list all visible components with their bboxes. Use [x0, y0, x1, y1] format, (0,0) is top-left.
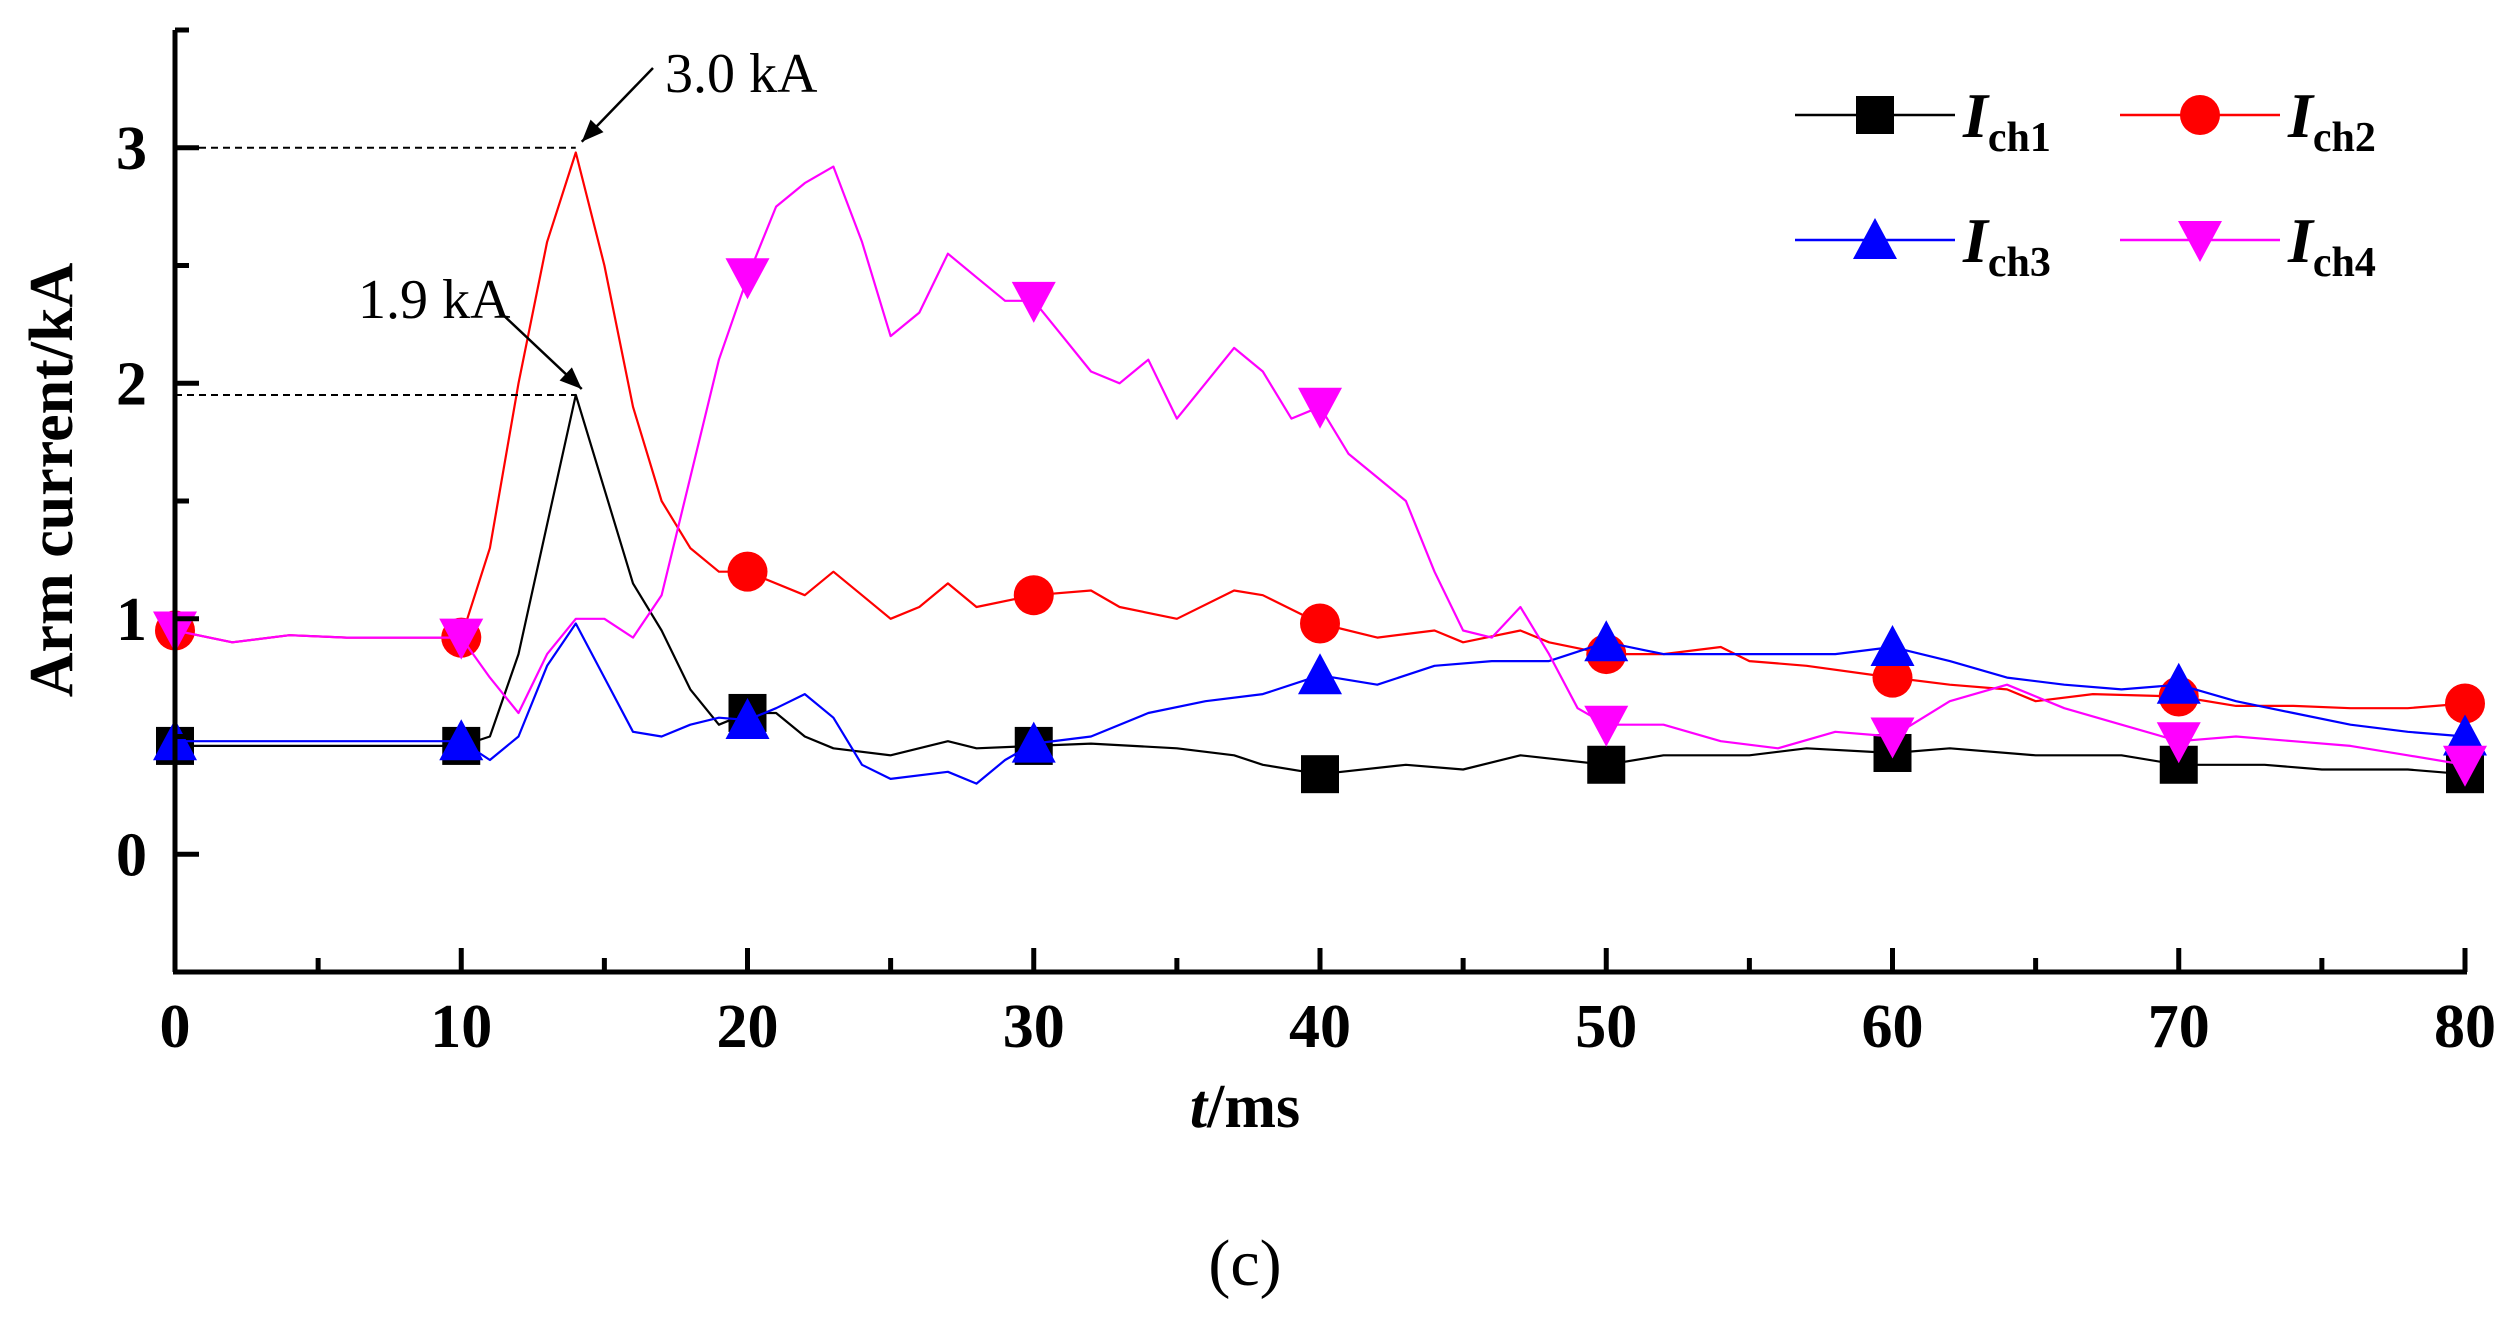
- x-tick-label: 10: [430, 993, 492, 1061]
- y-tick-label: 2: [116, 350, 147, 418]
- marker-Ich4: [1870, 717, 1915, 759]
- series-Ich3: [153, 620, 2487, 785]
- legend-item-Ich1: Ich1: [1795, 80, 2051, 161]
- marker-Ich4: [1298, 387, 1342, 429]
- marker-Ich2: [1013, 575, 1054, 616]
- legend-label-sub: ch2: [2313, 115, 2376, 161]
- legend-label-main: I: [2287, 205, 2315, 276]
- series-line-Ich3: [175, 622, 2466, 785]
- legend-label-sub: ch1: [1988, 115, 2051, 161]
- figure-caption: (c): [1208, 1227, 1281, 1300]
- annotation-label: 1.9 kA: [358, 269, 511, 331]
- marker-Ich3: [725, 698, 770, 740]
- marker-Ich3: [2156, 662, 2201, 704]
- marker-Ich3: [1011, 721, 1056, 763]
- y-tick-label: 1: [116, 586, 147, 654]
- x-tick-label: 20: [717, 993, 779, 1061]
- legend-label-main: I: [2287, 80, 2315, 151]
- marker-Ich4: [1584, 705, 1629, 747]
- marker-Ich4: [1011, 281, 1056, 323]
- annotation-label: 3.0 kA: [665, 43, 818, 105]
- marker-Ich4: [2156, 722, 2201, 764]
- legend-label-sub: ch3: [1988, 240, 2051, 286]
- legend-item-Ich3: Ich3: [1795, 205, 2051, 286]
- marker-Ich4: [2443, 745, 2487, 787]
- marker-Ich1: [1301, 755, 1339, 794]
- y-tick-label: 0: [116, 821, 147, 889]
- series-Ich2: [155, 151, 2485, 724]
- legend-item-Ich4: Ich4: [2120, 205, 2376, 286]
- marker-Ich4: [439, 618, 484, 660]
- x-axis-title: t/ms: [1190, 1073, 1300, 1141]
- axes-layer: 0 10 20 30 40 50 60 70 80 0 1 2 3: [116, 27, 2496, 1061]
- x-tick-label: 70: [2148, 993, 2210, 1061]
- legend-label-main: I: [1962, 80, 1990, 151]
- series-line-Ich2: [174, 151, 2466, 710]
- marker-Ich2: [1872, 657, 1913, 698]
- x-tick-label: 40: [1289, 993, 1351, 1061]
- series-Ich4: [153, 165, 2487, 787]
- y-axis-title: Arm current/kA: [18, 263, 86, 698]
- series-line-Ich1: [175, 393, 2466, 776]
- marker-Ich3: [1584, 620, 1629, 662]
- marker-Ich3: [1298, 653, 1342, 695]
- marker-Ich3: [1870, 625, 1915, 667]
- annotation-arrowhead: [581, 119, 604, 142]
- y-tick-label: 3: [116, 115, 147, 183]
- x-axis-title-var: t: [1190, 1073, 1209, 1141]
- legend-label: Ich2: [2287, 80, 2376, 161]
- annotation-arrowhead: [559, 367, 582, 390]
- marker-Ich2: [2445, 683, 2485, 724]
- marker-Ich2: [727, 551, 768, 592]
- legend-item-Ich2: Ich2: [2120, 80, 2376, 161]
- legend-marker: [2178, 221, 2222, 262]
- marker-Ich3: [2443, 714, 2487, 756]
- legend-marker: [2180, 95, 2220, 135]
- marker-Ich3: [439, 719, 484, 761]
- marker-Ich4: [725, 258, 770, 300]
- annotations: 3.0 kA 1.9 kA: [175, 43, 818, 397]
- legend-label: Ich1: [1962, 80, 2051, 161]
- series-layer: [153, 151, 2487, 794]
- legend-label: Ich3: [1962, 205, 2051, 286]
- marker-Ich1: [1587, 745, 1626, 784]
- legend-label-main: I: [1962, 205, 1990, 276]
- legend-marker: [1856, 96, 1894, 134]
- x-tick-label: 80: [2434, 993, 2496, 1061]
- x-tick-label: 30: [1003, 993, 1065, 1061]
- legend-marker: [1853, 218, 1897, 259]
- x-tick-label: 50: [1575, 993, 1637, 1061]
- legend-label: Ich4: [2287, 205, 2376, 286]
- x-tick-label: 0: [160, 993, 191, 1061]
- legend-label-sub: ch4: [2313, 240, 2376, 286]
- x-axis-title-unit: /ms: [1206, 1073, 1300, 1141]
- marker-Ich2: [1300, 603, 1340, 644]
- x-tick-label: 60: [1862, 993, 1924, 1061]
